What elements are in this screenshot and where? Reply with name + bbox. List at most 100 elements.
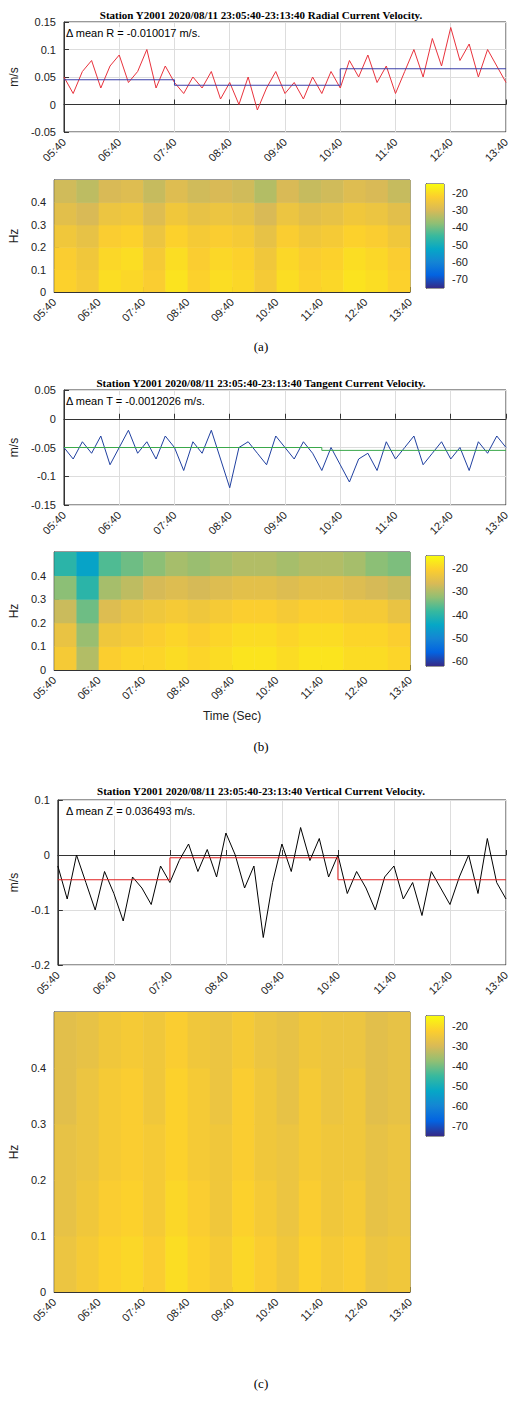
svg-text:0.2: 0.2 — [31, 617, 46, 629]
svg-text:11:40: 11:40 — [298, 296, 325, 323]
svg-text:0.2: 0.2 — [31, 241, 46, 253]
svg-text:13:40: 13:40 — [386, 1296, 414, 1324]
svg-text:m/s: m/s — [7, 67, 21, 86]
svg-text:10:40: 10:40 — [253, 1296, 281, 1324]
svg-text:Δ mean T = -0.0012026 m/s.: Δ mean T = -0.0012026 m/s. — [66, 395, 205, 407]
svg-text:-0.1: -0.1 — [31, 904, 50, 916]
svg-text:0: 0 — [40, 286, 46, 298]
svg-text:-20: -20 — [452, 1020, 468, 1032]
svg-text:13:40: 13:40 — [386, 674, 414, 702]
svg-text:-20: -20 — [452, 187, 468, 199]
svg-text:13:40: 13:40 — [482, 509, 510, 537]
svg-text:-30: -30 — [452, 1040, 468, 1052]
svg-text:06:40: 06:40 — [75, 1296, 103, 1324]
svg-text:08:40: 08:40 — [164, 296, 192, 324]
svg-text:Δ mean Z = 0.036493 m/s.: Δ mean Z = 0.036493 m/s. — [66, 805, 195, 817]
svg-text:05:40: 05:40 — [34, 969, 62, 997]
svg-text:-30: -30 — [452, 585, 468, 597]
svg-text:-40: -40 — [452, 221, 468, 233]
svg-text:-70: -70 — [452, 273, 468, 285]
svg-text:-50: -50 — [452, 239, 468, 251]
svg-text:-60: -60 — [452, 1100, 468, 1112]
svg-text:(a): (a) — [254, 339, 268, 354]
svg-text:0.4: 0.4 — [31, 196, 46, 208]
svg-text:m/s: m/s — [7, 873, 21, 892]
svg-text:0.3: 0.3 — [31, 219, 46, 231]
svg-text:0.1: 0.1 — [41, 44, 56, 56]
svg-text:0.4: 0.4 — [31, 570, 46, 582]
svg-text:09:40: 09:40 — [208, 1296, 236, 1324]
svg-text:13:40: 13:40 — [482, 136, 510, 164]
svg-text:11:40: 11:40 — [371, 969, 398, 996]
svg-text:0: 0 — [50, 413, 56, 425]
svg-text:0: 0 — [40, 664, 46, 676]
svg-text:07:40: 07:40 — [119, 674, 147, 702]
svg-text:0.3: 0.3 — [31, 593, 46, 605]
svg-text:11:40: 11:40 — [372, 136, 399, 163]
svg-text:Δ mean R = -0.010017 m/s.: Δ mean R = -0.010017 m/s. — [66, 27, 200, 39]
svg-text:09:40: 09:40 — [261, 136, 289, 164]
svg-text:05:40: 05:40 — [40, 136, 68, 164]
svg-text:07:40: 07:40 — [146, 969, 174, 997]
svg-text:0.1: 0.1 — [31, 264, 46, 276]
svg-text:09:40: 09:40 — [208, 674, 236, 702]
svg-text:11:40: 11:40 — [298, 1296, 325, 1323]
svg-text:05:40: 05:40 — [40, 509, 68, 537]
svg-text:-50: -50 — [452, 632, 468, 644]
svg-text:0.05: 0.05 — [35, 384, 56, 396]
svg-text:-40: -40 — [452, 609, 468, 621]
svg-text:-20: -20 — [452, 562, 468, 574]
svg-text:-60: -60 — [452, 655, 468, 667]
svg-text:06:40: 06:40 — [75, 674, 103, 702]
svg-text:10:40: 10:40 — [314, 969, 342, 997]
svg-text:05:40: 05:40 — [31, 674, 59, 702]
svg-text:10:40: 10:40 — [317, 509, 345, 537]
svg-text:08:40: 08:40 — [164, 674, 192, 702]
svg-text:05:40: 05:40 — [31, 1296, 59, 1324]
svg-text:-60: -60 — [452, 256, 468, 268]
svg-text:13:40: 13:40 — [386, 296, 414, 324]
svg-text:06:40: 06:40 — [96, 136, 124, 164]
svg-text:-50: -50 — [452, 1080, 468, 1092]
svg-text:12:40: 12:40 — [427, 136, 455, 164]
svg-text:12:40: 12:40 — [427, 509, 455, 537]
svg-text:10:40: 10:40 — [317, 136, 345, 164]
svg-text:0.4: 0.4 — [31, 1062, 46, 1074]
svg-text:-70: -70 — [452, 1120, 468, 1132]
svg-text:0.15: 0.15 — [35, 16, 56, 28]
svg-text:0.1: 0.1 — [31, 1230, 46, 1242]
svg-text:-0.05: -0.05 — [31, 126, 56, 138]
svg-text:Station Y2001 2020/08/11 23:05: Station Y2001 2020/08/11 23:05:40-23:13:… — [96, 377, 425, 389]
svg-text:Station Y2001 2020/08/11 23:05: Station Y2001 2020/08/11 23:05:40-23:13:… — [100, 9, 423, 21]
svg-text:08:40: 08:40 — [206, 509, 234, 537]
svg-text:12:40: 12:40 — [342, 674, 370, 702]
svg-text:-0.1: -0.1 — [37, 470, 56, 482]
svg-text:05:40: 05:40 — [31, 296, 59, 324]
svg-text:08:40: 08:40 — [202, 969, 230, 997]
svg-text:06:40: 06:40 — [96, 509, 124, 537]
svg-text:0.05: 0.05 — [35, 71, 56, 83]
svg-text:07:40: 07:40 — [151, 509, 179, 537]
svg-text:07:40: 07:40 — [119, 296, 147, 324]
svg-text:08:40: 08:40 — [164, 1296, 192, 1324]
svg-text:12:40: 12:40 — [342, 296, 370, 324]
svg-text:09:40: 09:40 — [261, 509, 289, 537]
svg-text:12:40: 12:40 — [342, 1296, 370, 1324]
svg-text:(b): (b) — [253, 739, 268, 754]
svg-text:m/s: m/s — [7, 438, 21, 457]
svg-text:Hz: Hz — [7, 604, 21, 619]
svg-text:07:40: 07:40 — [151, 136, 179, 164]
svg-text:0: 0 — [50, 99, 56, 111]
svg-text:09:40: 09:40 — [208, 296, 236, 324]
svg-text:-0.2: -0.2 — [31, 959, 50, 971]
svg-text:09:40: 09:40 — [258, 969, 286, 997]
svg-text:06:40: 06:40 — [75, 296, 103, 324]
svg-text:0.1: 0.1 — [31, 640, 46, 652]
svg-text:0.2: 0.2 — [31, 1174, 46, 1186]
svg-text:13:40: 13:40 — [482, 969, 510, 997]
svg-text:07:40: 07:40 — [119, 1296, 147, 1324]
svg-text:Hz: Hz — [7, 229, 21, 244]
svg-text:0: 0 — [44, 849, 50, 861]
svg-text:-0.15: -0.15 — [31, 499, 56, 511]
svg-text:Hz: Hz — [7, 1145, 21, 1160]
